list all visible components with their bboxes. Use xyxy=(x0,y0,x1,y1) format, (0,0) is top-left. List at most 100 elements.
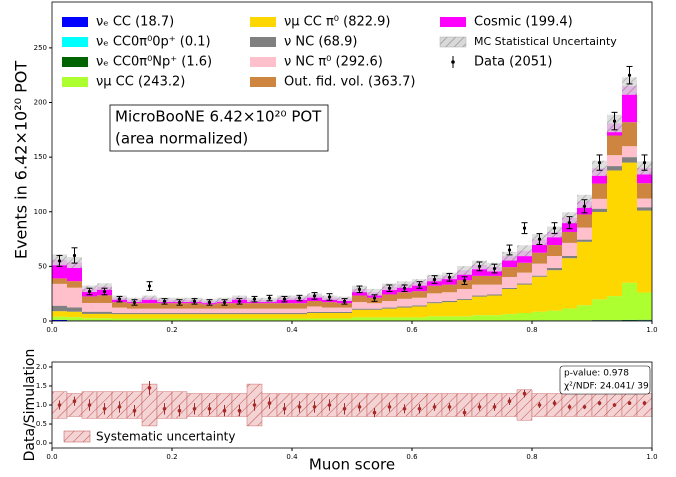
bar xyxy=(412,297,427,306)
legend-swatch xyxy=(250,57,276,67)
bar xyxy=(322,302,337,308)
legend-label: νₑ CC0π⁰Np⁺ (1.6) xyxy=(96,55,212,70)
bar xyxy=(142,308,157,314)
bar xyxy=(142,313,157,315)
data-point xyxy=(192,407,197,411)
bar xyxy=(352,317,367,321)
bar xyxy=(367,303,382,309)
data-point xyxy=(402,407,407,411)
y-tick-label: 150 xyxy=(34,153,47,161)
bar xyxy=(142,318,157,321)
x-tick-label: 0.8 xyxy=(526,453,537,461)
y-tick-label: 100 xyxy=(34,208,47,216)
data-point xyxy=(507,399,512,403)
bar xyxy=(277,313,292,315)
bar xyxy=(202,314,217,319)
data-point xyxy=(597,401,602,405)
bar xyxy=(472,295,487,297)
bar xyxy=(352,302,367,309)
data-point xyxy=(162,299,167,303)
bar xyxy=(622,146,637,158)
bar xyxy=(412,305,427,307)
data-point xyxy=(147,386,152,390)
bar xyxy=(367,309,382,318)
bar xyxy=(232,313,247,315)
data-point xyxy=(582,204,587,208)
bar xyxy=(262,314,277,319)
bar xyxy=(577,305,592,321)
x-tick-label: 0.0 xyxy=(46,453,57,461)
legend-swatch xyxy=(62,17,88,27)
bar xyxy=(172,318,187,321)
bar xyxy=(547,310,562,321)
bar xyxy=(82,311,97,314)
bar xyxy=(442,292,457,302)
legend-swatch xyxy=(250,77,276,87)
mc-stat-band xyxy=(367,288,382,296)
bar xyxy=(97,295,112,303)
data-point xyxy=(432,277,437,282)
bar xyxy=(397,306,412,308)
bar xyxy=(487,315,502,321)
bar xyxy=(397,298,412,307)
bar xyxy=(427,302,442,304)
bar xyxy=(127,308,142,314)
bar xyxy=(187,308,202,314)
bar xyxy=(442,301,457,303)
x-tick-label: 0.6 xyxy=(406,453,418,461)
bar xyxy=(382,307,397,309)
data-point xyxy=(387,405,392,409)
legend-swatch xyxy=(63,430,91,443)
bar xyxy=(457,299,472,317)
bar xyxy=(247,313,262,315)
data-point xyxy=(57,403,62,407)
bar xyxy=(562,255,577,259)
bar xyxy=(127,318,142,321)
bar xyxy=(322,311,337,314)
bar xyxy=(247,308,262,314)
bar xyxy=(412,306,427,318)
bar xyxy=(187,318,202,321)
data-point xyxy=(282,297,287,301)
x-tick-label: 0.0 xyxy=(46,326,57,334)
legend-label: Data (2051) xyxy=(474,55,552,70)
bar xyxy=(472,296,487,316)
bar xyxy=(622,319,637,321)
bar xyxy=(577,227,592,240)
bar xyxy=(337,313,352,319)
bar xyxy=(307,313,322,319)
bar xyxy=(307,311,322,314)
bar xyxy=(622,162,637,283)
x-tick-label: 0.4 xyxy=(286,326,298,334)
y-tick-label: 2.0 xyxy=(36,363,47,371)
bar xyxy=(337,307,352,312)
x-axis-label: Muon score xyxy=(309,456,395,474)
data-point xyxy=(297,405,302,409)
bar xyxy=(292,313,307,315)
data-point xyxy=(327,295,332,299)
main-panel: 0.0 0.2 0.4 0.6 0.8 1.0 0 50 100 150 200 250 νₑ CC (… xyxy=(34,15,658,335)
legend-swatch xyxy=(451,60,455,64)
bar xyxy=(637,207,652,211)
bar xyxy=(97,302,112,312)
data-point xyxy=(162,407,167,411)
bar xyxy=(532,252,547,264)
bar xyxy=(577,239,592,242)
bar xyxy=(442,316,457,321)
data-point xyxy=(87,289,92,294)
data-point xyxy=(87,403,92,407)
mc-stat-band xyxy=(517,245,532,257)
bar xyxy=(187,303,202,309)
bar xyxy=(187,314,202,319)
bar xyxy=(532,276,547,312)
data-point xyxy=(342,299,347,303)
bar xyxy=(127,314,142,319)
legend-label: Out. fid. vol. (363.7) xyxy=(284,75,415,90)
bar xyxy=(532,311,547,321)
bar xyxy=(82,302,97,312)
data-point xyxy=(222,300,227,305)
bar xyxy=(322,313,337,319)
bar xyxy=(457,288,472,299)
legend-swatch xyxy=(440,17,466,27)
